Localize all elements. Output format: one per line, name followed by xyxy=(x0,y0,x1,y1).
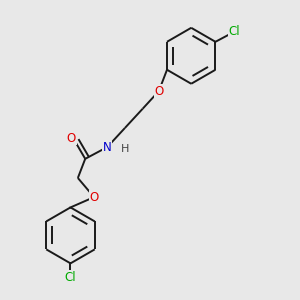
Text: O: O xyxy=(67,132,76,145)
Text: Cl: Cl xyxy=(229,25,240,38)
Text: H: H xyxy=(121,144,129,154)
Text: Cl: Cl xyxy=(65,271,76,284)
Text: O: O xyxy=(89,190,99,204)
Text: N: N xyxy=(103,141,112,154)
Text: O: O xyxy=(154,85,164,98)
